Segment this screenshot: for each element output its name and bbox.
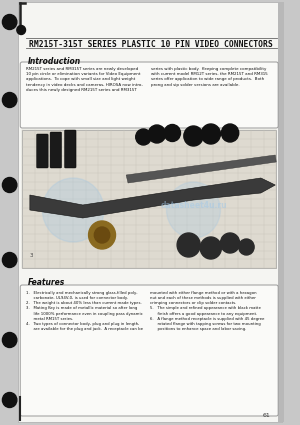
Circle shape	[221, 124, 239, 142]
Circle shape	[201, 124, 220, 144]
FancyBboxPatch shape	[64, 130, 76, 168]
Circle shape	[2, 252, 17, 267]
FancyBboxPatch shape	[20, 62, 278, 128]
Circle shape	[17, 26, 26, 34]
Text: mounted with either flange method or with a hexagon
nut and each of these method: mounted with either flange method or wit…	[150, 291, 265, 331]
Text: Introduction: Introduction	[28, 57, 81, 66]
Circle shape	[94, 227, 110, 243]
Circle shape	[200, 237, 221, 259]
Circle shape	[2, 178, 17, 193]
Text: 3: 3	[30, 253, 33, 258]
Polygon shape	[126, 155, 276, 183]
Circle shape	[239, 239, 254, 255]
Circle shape	[148, 125, 166, 143]
Polygon shape	[30, 178, 275, 218]
Circle shape	[177, 233, 200, 257]
Circle shape	[220, 233, 240, 253]
Bar	[278, 2, 284, 422]
FancyBboxPatch shape	[37, 134, 48, 168]
Text: 61: 61	[263, 413, 271, 418]
Text: 1.   Electrically and mechanically strong glass-filled poly-
      carbonate, UL: 1. Electrically and mechanically strong …	[26, 291, 143, 331]
Circle shape	[42, 178, 104, 242]
FancyBboxPatch shape	[50, 132, 61, 168]
Text: RM215T series and RM315T series are newly developed
10 pin circle or elimination: RM215T series and RM315T series are newl…	[26, 67, 143, 92]
Circle shape	[2, 332, 17, 348]
Circle shape	[2, 14, 17, 29]
Text: datasheet4u.ru: datasheet4u.ru	[160, 201, 227, 210]
FancyBboxPatch shape	[20, 285, 278, 416]
Bar	[22, 130, 276, 268]
Circle shape	[184, 126, 203, 146]
Circle shape	[167, 182, 220, 238]
Text: Features: Features	[28, 278, 65, 287]
Text: RM215T-315T SERIES PLASTIC 10 PIN VIDEO CONNECTORS: RM215T-315T SERIES PLASTIC 10 PIN VIDEO …	[29, 40, 273, 48]
Circle shape	[136, 129, 151, 145]
Text: series with plastic body.  Keeping complete compatibility
with current model RM1: series with plastic body. Keeping comple…	[151, 67, 268, 87]
Circle shape	[2, 393, 17, 408]
Circle shape	[88, 221, 116, 249]
Circle shape	[2, 93, 17, 108]
Circle shape	[164, 125, 181, 142]
